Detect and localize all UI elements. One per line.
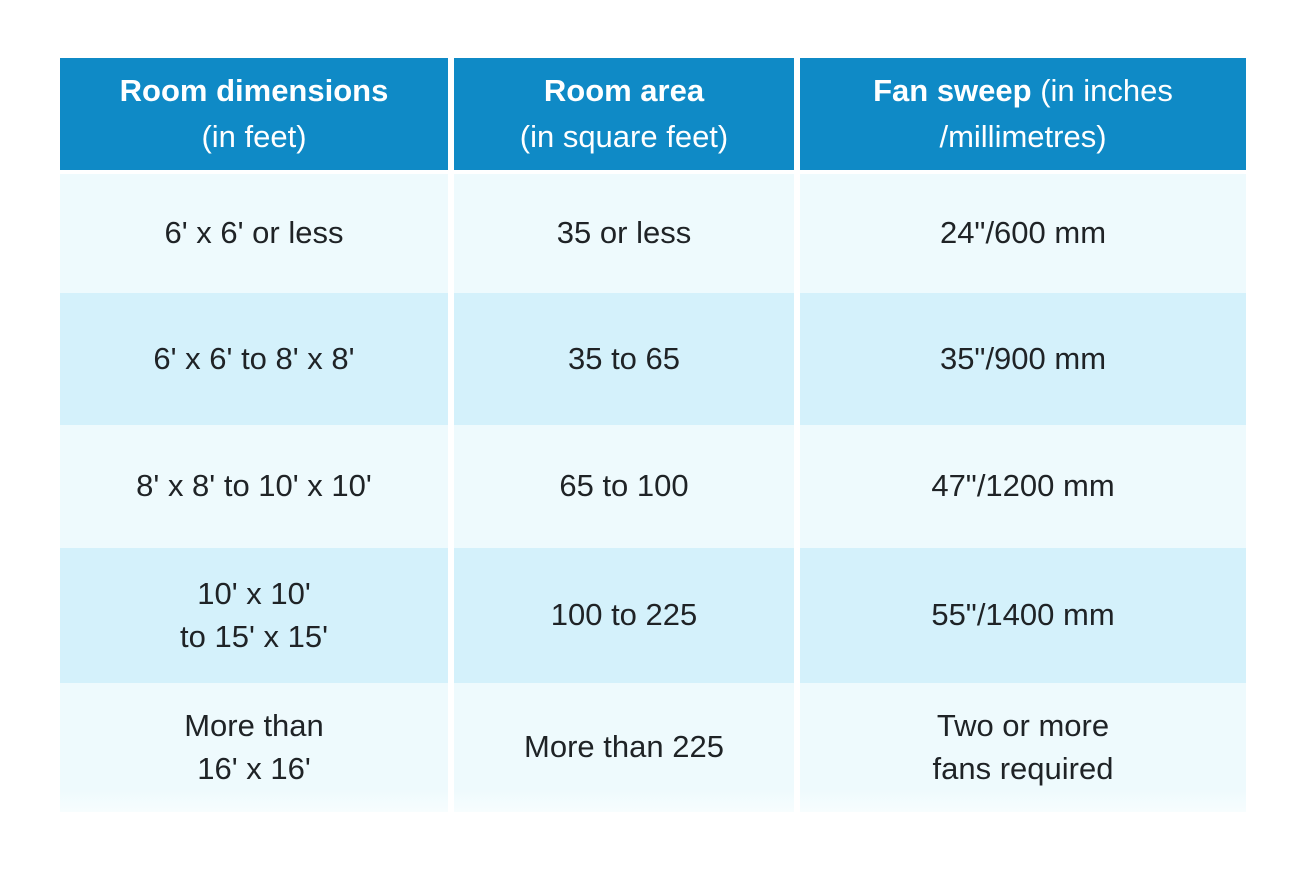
table-row-5-area: More than 225: [454, 683, 794, 812]
header-fan-sweep-unit: (in inches /millimetres): [939, 72, 1173, 155]
header-room-area-text: Room area (in square feet): [520, 68, 729, 161]
header-room-area-unit: (in square feet): [519, 119, 729, 154]
header-divider: [60, 170, 1246, 174]
header-room-area-bold: Room area: [543, 72, 705, 108]
header-room-dimensions: Room dimensions (in feet): [60, 58, 448, 170]
table-row-4-area: 100 to 225: [454, 548, 794, 683]
table-row-1-area: 35 or less: [454, 174, 794, 293]
header-room-dimensions-text: Room dimensions (in feet): [120, 68, 389, 161]
table-row-5-dimensions: More than 16' x 16': [60, 683, 448, 812]
table-row-4-sweep: 55"/1400 mm: [800, 548, 1246, 683]
header-fan-sweep-bold: Fan sweep: [873, 72, 1032, 108]
table-row-1-dimensions: 6' x 6' or less: [60, 174, 448, 293]
fan-size-table: Room dimensions (in feet) Room area (in sq…: [60, 58, 1246, 812]
table-row-3-sweep: 47"/1200 mm: [800, 425, 1246, 548]
header-room-area: Room area (in square feet): [454, 58, 794, 170]
table-row-4-dimensions: 10' x 10' to 15' x 15': [60, 548, 448, 683]
table-row-1-sweep: 24"/600 mm: [800, 174, 1246, 293]
table-row-5-sweep: Two or more fans required: [800, 683, 1246, 812]
table-row-3-area: 65 to 100: [454, 425, 794, 548]
header-room-dimensions-unit: (in feet): [201, 119, 307, 154]
header-fan-sweep-text: Fan sweep (in inches /millimetres): [873, 68, 1173, 161]
header-fan-sweep: Fan sweep (in inches /millimetres): [800, 58, 1246, 170]
table-row-3-dimensions: 8' x 8' to 10' x 10': [60, 425, 448, 548]
table-row-2-dimensions: 6' x 6' to 8' x 8': [60, 293, 448, 425]
header-room-dimensions-bold: Room dimensions: [119, 72, 389, 108]
table-row-2-area: 35 to 65: [454, 293, 794, 425]
table-row-2-sweep: 35"/900 mm: [800, 293, 1246, 425]
